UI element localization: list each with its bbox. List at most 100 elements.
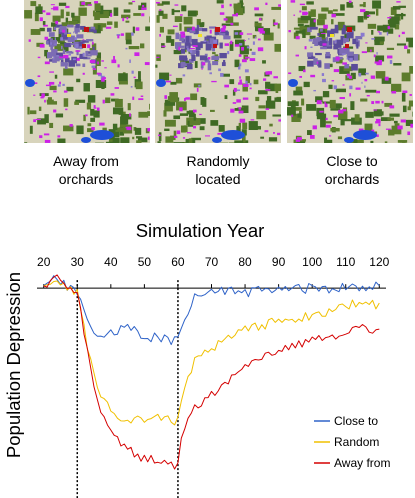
orchard-patch: [299, 3, 305, 6]
urban-patch: [49, 38, 53, 45]
orchard-patch: [122, 17, 125, 22]
urban-patch: [51, 52, 55, 57]
vegetation-patch: [173, 49, 182, 55]
orchard-patch: [364, 79, 368, 82]
vegetation-patch: [392, 6, 401, 10]
orchard-patch: [192, 45, 198, 48]
orchard-patch: [59, 81, 61, 85]
orchard-patch: [224, 84, 230, 88]
vegetation-patch: [80, 10, 87, 16]
water-body: [156, 79, 166, 87]
vegetation-patch: [391, 125, 402, 135]
orchard-patch: [331, 80, 335, 82]
orchard-patch: [94, 1, 99, 4]
orchard-patch: [312, 125, 317, 130]
vegetation-patch: [303, 26, 311, 36]
vegetation-patch: [175, 77, 183, 84]
vegetation-patch: [199, 126, 205, 131]
urban-patch: [64, 57, 70, 63]
series-line-close-to: [43, 275, 380, 346]
orchard-patch: [222, 25, 227, 29]
vegetation-patch: [165, 136, 174, 143]
water-body: [212, 137, 222, 143]
vegetation-patch: [61, 22, 68, 27]
orchard-patch: [110, 13, 113, 17]
urban-patch: [64, 62, 68, 69]
urban-patch: [346, 32, 354, 39]
vegetation-patch: [357, 16, 364, 23]
vegetation-patch: [407, 49, 411, 54]
vegetation-patch: [93, 29, 101, 34]
vegetation-patch: [388, 129, 395, 136]
orchard-patch: [381, 100, 384, 104]
x-tick-label: 120: [369, 255, 389, 269]
vegetation-patch: [158, 10, 164, 16]
orchard-patch: [288, 72, 292, 75]
vegetation-patch: [173, 130, 177, 137]
vegetation-patch: [393, 63, 402, 66]
orchard-patch: [44, 61, 50, 65]
orchard-patch: [239, 76, 241, 79]
orchard-patch: [141, 13, 145, 17]
urban-patch: [175, 32, 180, 40]
vegetation-patch: [371, 29, 374, 35]
vegetation-patch: [221, 23, 233, 26]
urban-patch: [327, 30, 335, 37]
orchard-patch: [117, 35, 120, 39]
orchard-patch: [158, 134, 161, 137]
orchard-patch: [265, 71, 269, 75]
urban-patch: [249, 82, 252, 86]
vegetation-patch: [164, 119, 176, 127]
vegetation-patch: [85, 2, 92, 6]
vegetation-patch: [359, 4, 364, 7]
vegetation-patch: [254, 13, 264, 17]
vegetation-patch: [112, 123, 118, 131]
orchard-patch: [366, 15, 371, 17]
vegetation-patch: [389, 113, 400, 117]
vegetation-patch: [271, 6, 281, 10]
vegetation-patch: [190, 93, 198, 101]
orchard-patch: [310, 135, 315, 139]
urban-patch: [82, 52, 85, 57]
urban-patch: [358, 72, 362, 77]
vegetation-patch: [93, 110, 100, 118]
urban-patch: [324, 40, 332, 45]
vegetation-patch: [74, 101, 80, 105]
orchard-patch: [193, 126, 197, 129]
orchard-patch: [233, 87, 237, 92]
urban-patch: [196, 27, 203, 31]
orchard-patch: [55, 20, 59, 25]
vegetation-patch: [275, 89, 279, 94]
orchard-patch: [339, 97, 345, 100]
orchard-patch: [65, 108, 68, 111]
urban-patch: [332, 57, 336, 63]
vegetation-patch: [354, 114, 360, 122]
vegetation-patch: [44, 49, 48, 57]
vegetation-patch: [330, 127, 340, 132]
orchard-patch: [132, 96, 135, 100]
orchard-patch: [105, 26, 112, 29]
urban-patch: [46, 38, 53, 45]
orchard-patch: [378, 59, 383, 63]
orchard-patch: [63, 90, 68, 93]
orchard-patch: [39, 135, 43, 139]
vegetation-patch: [335, 13, 345, 16]
urban-patch: [79, 56, 88, 59]
urban-patch: [176, 47, 180, 51]
vegetation-patch: [253, 79, 259, 85]
highlight-patch: [84, 27, 89, 32]
vegetation-patch: [167, 29, 175, 35]
urban-patch: [72, 58, 76, 61]
vegetation-patch: [164, 102, 173, 112]
orchard-patch: [53, 90, 57, 93]
urban-patch: [68, 60, 76, 67]
urban-patch: [186, 35, 190, 43]
vegetation-patch: [216, 0, 224, 4]
vegetation-patch: [87, 123, 92, 127]
orchard-patch: [117, 64, 120, 68]
urban-patch: [198, 84, 201, 87]
urban-patch: [46, 52, 53, 59]
urban-patch: [180, 61, 186, 68]
orchard-patch: [273, 76, 278, 79]
